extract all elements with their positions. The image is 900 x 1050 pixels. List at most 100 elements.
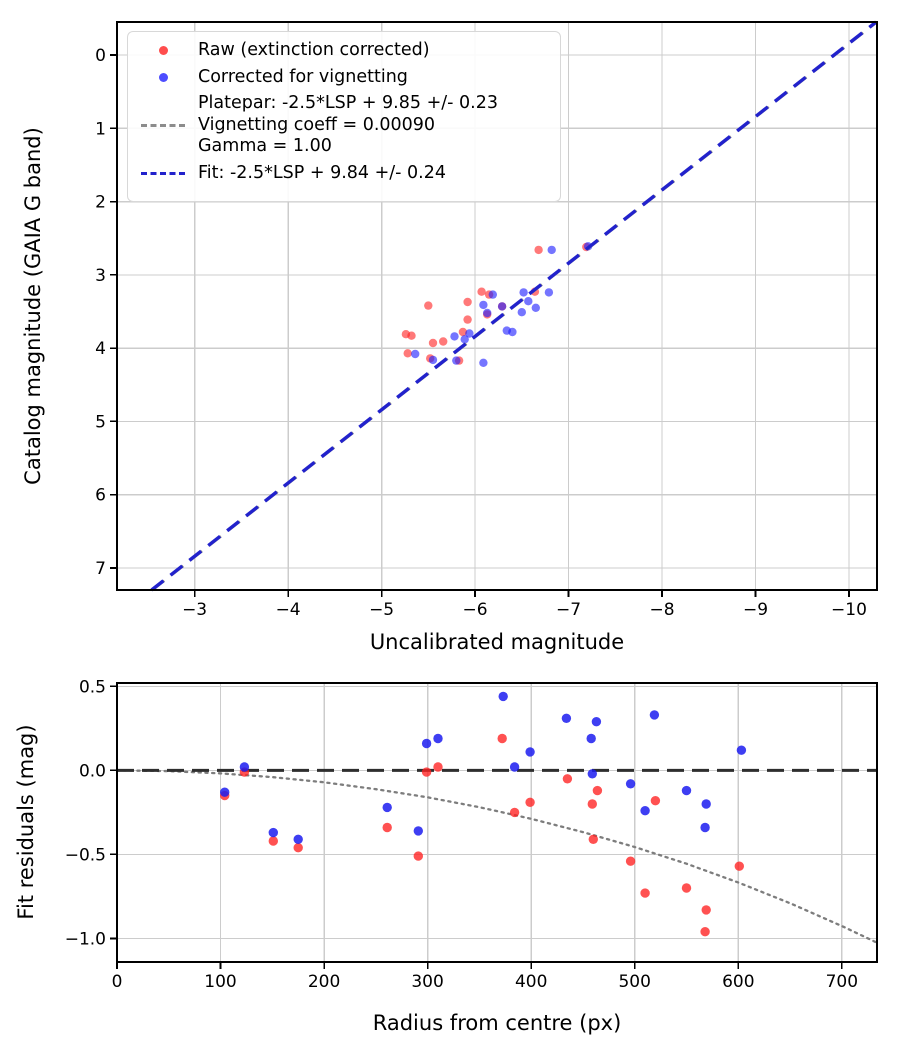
scatter-point	[592, 785, 603, 796]
fit-residuals-ticks: 0 100 200 300 400 500 600 700 0.5 0.0 −0.5 −1.0	[65, 677, 858, 992]
scatter-point	[534, 245, 543, 255]
y-tick-label: 4	[95, 339, 106, 359]
bottom-plot-y-axis-label: Fit residuals (mag)	[14, 724, 38, 919]
fit-residuals-content	[115, 691, 879, 944]
x-tick-label: −3	[182, 600, 207, 620]
scatter-point	[497, 302, 507, 311]
legend-entry: Fit: -2.5*LSP + 9.84 +/- 0.24	[128, 163, 554, 185]
scatter-point	[700, 927, 710, 937]
scatter-point	[439, 337, 448, 346]
scatter-point	[424, 301, 433, 310]
top-plot: −3 −4 −5 −6 −7 −8 −9 −10 0 1 2 3 4 5 6 7	[95, 20, 878, 620]
scatter-point	[268, 836, 278, 846]
x-tick-label: 300	[411, 972, 443, 992]
legend-marker-cell	[128, 171, 198, 175]
x-tick-label: −7	[556, 600, 581, 620]
y-tick-label: −0.5	[65, 845, 106, 865]
scatter-point	[411, 349, 420, 359]
photometric-fit-spines	[116, 21, 878, 591]
scatter-point	[497, 733, 507, 744]
scatter-point	[508, 327, 517, 337]
scatter-point	[428, 338, 438, 348]
y-tick-label: 0.0	[79, 761, 106, 781]
scatter-point	[407, 331, 416, 340]
scatter-point	[588, 834, 598, 844]
scatter-point	[701, 799, 711, 809]
legend-marker-cell	[128, 72, 198, 82]
scatter-point	[736, 745, 747, 755]
scatter-point	[458, 327, 468, 337]
scatter-point	[477, 287, 486, 296]
scatter-point	[460, 335, 469, 344]
scatter-point	[519, 288, 528, 297]
legend: Raw (extinction corrected) Corrected for …	[127, 31, 561, 202]
top-plot-x-axis-label: Uncalibrated magnitude	[370, 630, 624, 654]
legend-entry: Raw (extinction corrected)	[128, 40, 554, 62]
scatter-point	[479, 300, 488, 310]
series-raw-extinction-corrected	[401, 242, 591, 365]
bottom-plot-x-axis-label: Radius from centre (px)	[373, 1011, 622, 1035]
scatter-point	[452, 356, 461, 365]
x-tick-label: 600	[722, 972, 754, 992]
scatter-point	[483, 308, 492, 318]
scatter-point	[268, 827, 278, 838]
scatter-point	[681, 883, 692, 893]
scatter-point	[681, 785, 692, 796]
scatter-point	[509, 762, 520, 772]
series-raw-extinction-corrected	[220, 733, 744, 937]
scatter-point	[525, 747, 535, 757]
photometric-fit-content	[150, 20, 878, 592]
scatter-point	[625, 779, 636, 789]
scatter-point	[544, 288, 554, 297]
scatter-point	[428, 355, 438, 365]
scatter-point	[640, 806, 650, 816]
scatter-point	[701, 905, 711, 915]
legend-entry-label: Fit: -2.5*LSP + 9.84 +/- 0.24	[198, 162, 446, 183]
scatter-point	[463, 315, 472, 324]
scatter-point	[479, 358, 488, 367]
scatter-point	[293, 834, 303, 844]
scatter-point	[524, 297, 533, 306]
scatter-point	[640, 888, 650, 898]
fit-residuals-spines	[116, 682, 878, 963]
y-tick-label: 0.5	[79, 677, 106, 697]
legend-entry-label: Corrected for vignetting	[198, 66, 408, 87]
scatter-point	[413, 826, 423, 836]
scatter-point	[220, 787, 230, 797]
scatter-point	[561, 713, 572, 723]
scatter-point	[413, 851, 423, 861]
y-tick-label: −1.0	[65, 930, 106, 950]
series-corrected-for-vignetting	[411, 242, 593, 367]
scatter-point	[421, 738, 432, 749]
corrected-for-vignetting-dot-icon	[158, 72, 168, 82]
x-tick-label: 500	[618, 972, 650, 992]
top-plot-y-axis-label: Catalog magnitude (GAIA G band)	[21, 127, 45, 485]
scatter-point	[293, 843, 303, 853]
x-tick-label: −8	[649, 600, 674, 620]
scatter-point	[700, 822, 710, 833]
scatter-point	[517, 308, 526, 317]
dashed-line-icon	[141, 123, 185, 127]
scatter-point	[463, 297, 472, 307]
scatter-point	[587, 769, 597, 779]
scatter-point	[433, 733, 443, 744]
scatter-point	[421, 767, 432, 777]
bottom-plot: 0 100 200 300 400 500 600 700 0.5 0.0 −0.5 −1.0	[65, 677, 879, 992]
scatter-point	[547, 245, 556, 255]
x-tick-label: −6	[462, 600, 487, 620]
y-tick-label: 5	[95, 412, 106, 432]
scatter-point	[525, 797, 535, 807]
raw-extinction-corrected-dot-icon	[158, 46, 168, 56]
y-tick-label: 0	[95, 46, 106, 66]
fit-residuals-gridlines	[116, 683, 877, 962]
scatter-point	[382, 822, 392, 833]
scatter-point	[562, 774, 573, 784]
vignetting-model-curve	[115, 769, 879, 944]
x-tick-label: 200	[308, 972, 340, 992]
legend-entry-label: Platepar: -2.5*LSP + 9.85 +/- 0.23 Vigne…	[198, 93, 498, 156]
scatter-point	[433, 762, 443, 772]
x-tick-label: −10	[831, 600, 867, 620]
legend-marker-cell	[128, 123, 198, 127]
photometric-fit-ticks: −3 −4 −5 −6 −7 −8 −9 −10 0 1 2 3 4 5 6 7	[95, 46, 867, 620]
x-tick-label: 400	[515, 972, 547, 992]
